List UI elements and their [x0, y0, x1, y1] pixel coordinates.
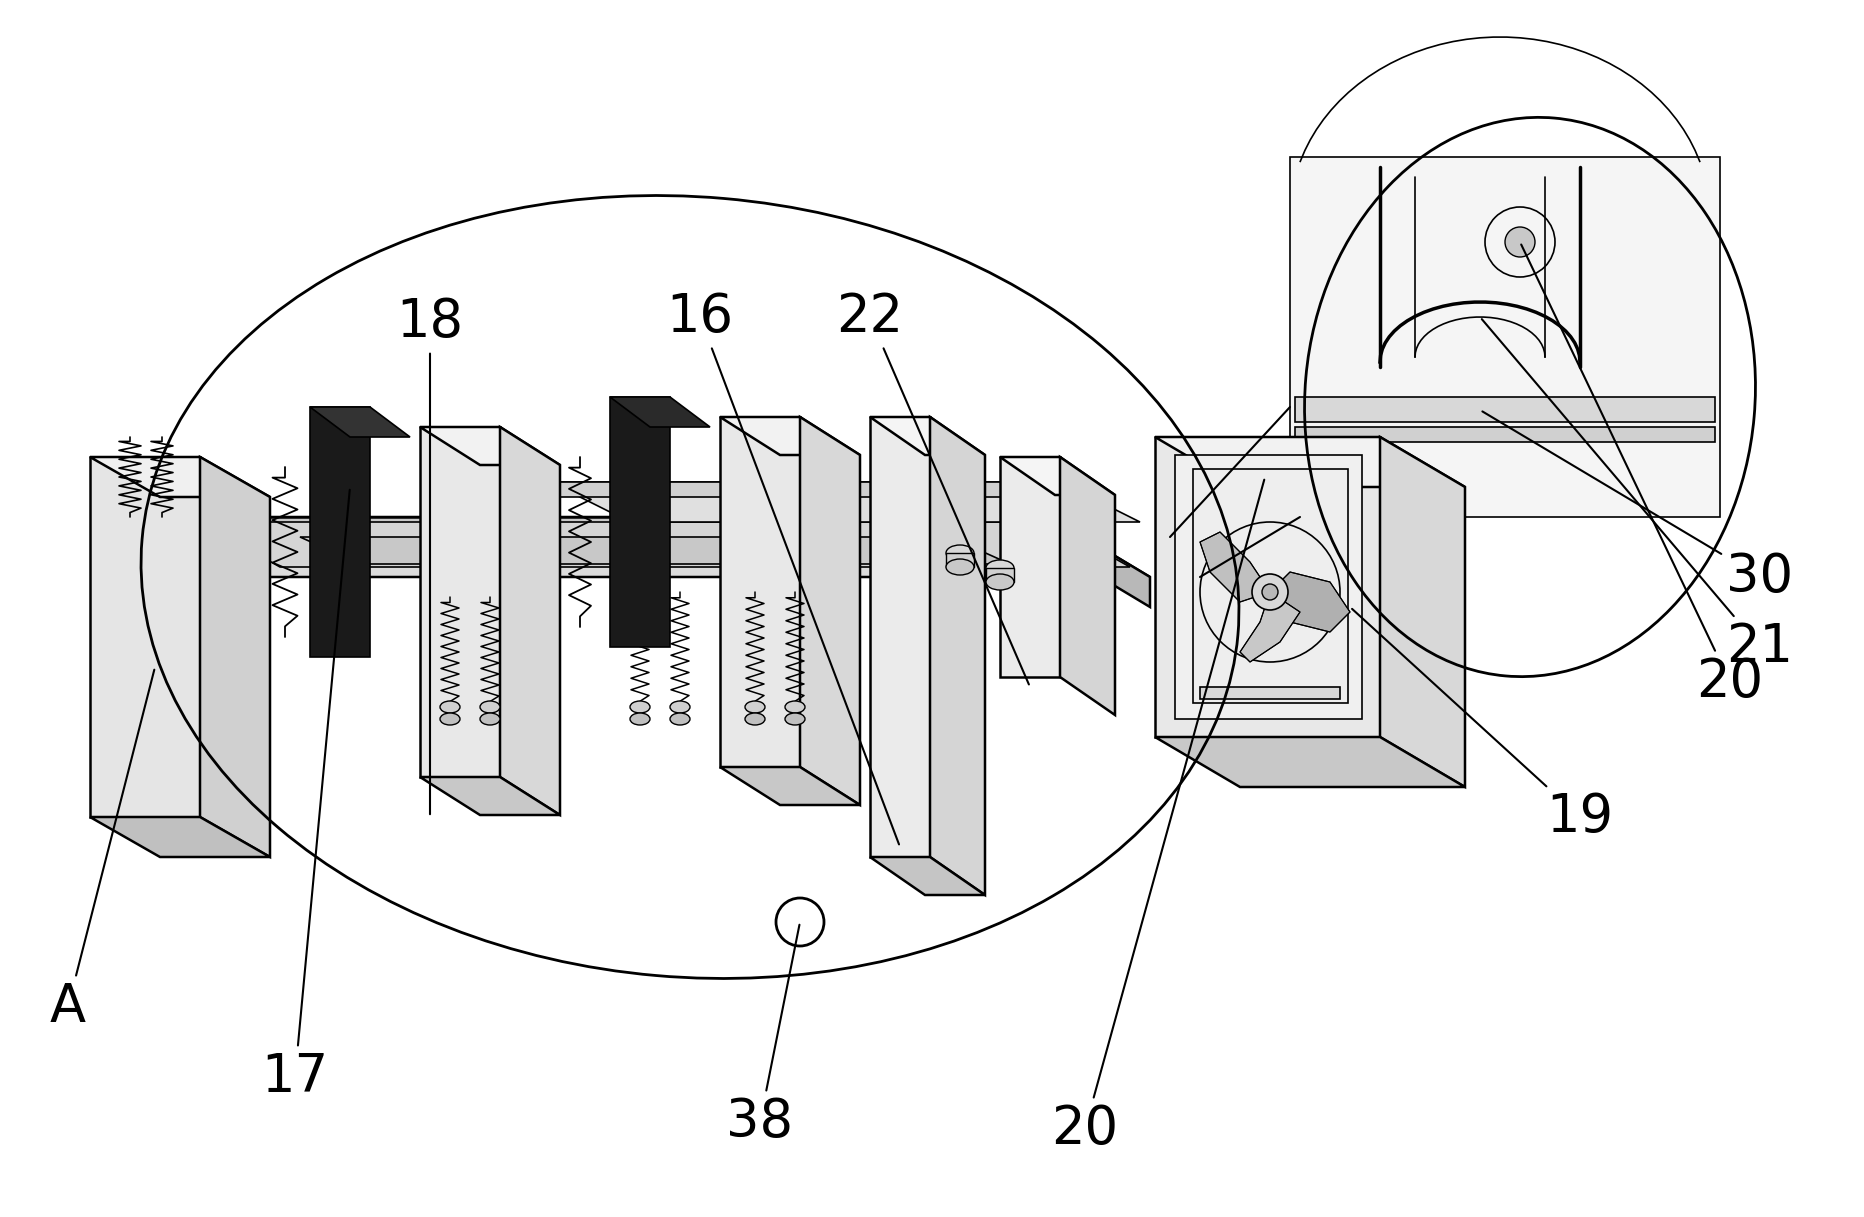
- Polygon shape: [419, 427, 559, 465]
- Polygon shape: [1059, 458, 1115, 716]
- Polygon shape: [999, 458, 1059, 677]
- Polygon shape: [986, 568, 1014, 582]
- Ellipse shape: [479, 701, 500, 713]
- Polygon shape: [199, 522, 1130, 567]
- Polygon shape: [89, 817, 270, 857]
- Ellipse shape: [630, 701, 651, 713]
- Ellipse shape: [479, 713, 500, 725]
- Polygon shape: [720, 417, 859, 455]
- Ellipse shape: [785, 713, 805, 725]
- Polygon shape: [419, 427, 500, 776]
- Ellipse shape: [440, 701, 460, 713]
- Polygon shape: [89, 458, 199, 817]
- Polygon shape: [1240, 591, 1299, 662]
- Text: 16: 16: [665, 291, 898, 845]
- Polygon shape: [309, 406, 410, 437]
- Ellipse shape: [744, 701, 764, 713]
- Polygon shape: [1174, 455, 1361, 719]
- Polygon shape: [800, 417, 859, 804]
- Polygon shape: [1294, 397, 1715, 422]
- Polygon shape: [869, 857, 984, 894]
- Polygon shape: [869, 417, 984, 455]
- Text: 19: 19: [1351, 608, 1612, 843]
- Text: A: A: [50, 669, 155, 1033]
- Text: 20: 20: [1051, 479, 1264, 1155]
- Text: 22: 22: [837, 291, 1029, 684]
- Ellipse shape: [669, 713, 690, 725]
- Polygon shape: [101, 517, 1049, 546]
- Ellipse shape: [986, 574, 1014, 590]
- Polygon shape: [999, 458, 1115, 495]
- Polygon shape: [1294, 427, 1715, 442]
- Polygon shape: [101, 517, 1150, 577]
- Polygon shape: [1379, 437, 1465, 787]
- Polygon shape: [89, 458, 270, 497]
- Circle shape: [1262, 584, 1277, 600]
- Polygon shape: [1049, 517, 1150, 607]
- Polygon shape: [1269, 572, 1350, 632]
- Ellipse shape: [945, 545, 973, 561]
- Text: 20: 20: [1521, 245, 1763, 708]
- Polygon shape: [1154, 437, 1379, 738]
- Polygon shape: [1199, 532, 1269, 602]
- Polygon shape: [300, 537, 1010, 563]
- Polygon shape: [1193, 469, 1348, 703]
- Polygon shape: [550, 482, 1139, 522]
- Ellipse shape: [986, 560, 1014, 576]
- Polygon shape: [550, 482, 1059, 497]
- Polygon shape: [945, 553, 973, 567]
- Polygon shape: [1290, 157, 1719, 517]
- Text: 38: 38: [727, 925, 800, 1148]
- Polygon shape: [720, 417, 800, 767]
- Polygon shape: [199, 458, 270, 857]
- Polygon shape: [309, 406, 369, 657]
- Polygon shape: [610, 397, 669, 647]
- Polygon shape: [930, 417, 984, 894]
- Ellipse shape: [440, 713, 460, 725]
- Polygon shape: [869, 417, 930, 857]
- Text: 30: 30: [1482, 411, 1793, 602]
- Ellipse shape: [785, 701, 805, 713]
- Text: 21: 21: [1482, 319, 1793, 673]
- Ellipse shape: [630, 713, 651, 725]
- Ellipse shape: [744, 713, 764, 725]
- Polygon shape: [1199, 688, 1338, 699]
- Circle shape: [1504, 228, 1534, 257]
- Text: 17: 17: [261, 489, 350, 1103]
- Ellipse shape: [669, 701, 690, 713]
- Polygon shape: [500, 427, 559, 815]
- Polygon shape: [419, 776, 559, 815]
- Circle shape: [1251, 574, 1288, 610]
- Polygon shape: [1154, 738, 1465, 787]
- Text: 18: 18: [397, 296, 464, 814]
- Polygon shape: [720, 767, 859, 804]
- Polygon shape: [1154, 437, 1465, 487]
- Ellipse shape: [945, 559, 973, 574]
- Polygon shape: [610, 397, 710, 427]
